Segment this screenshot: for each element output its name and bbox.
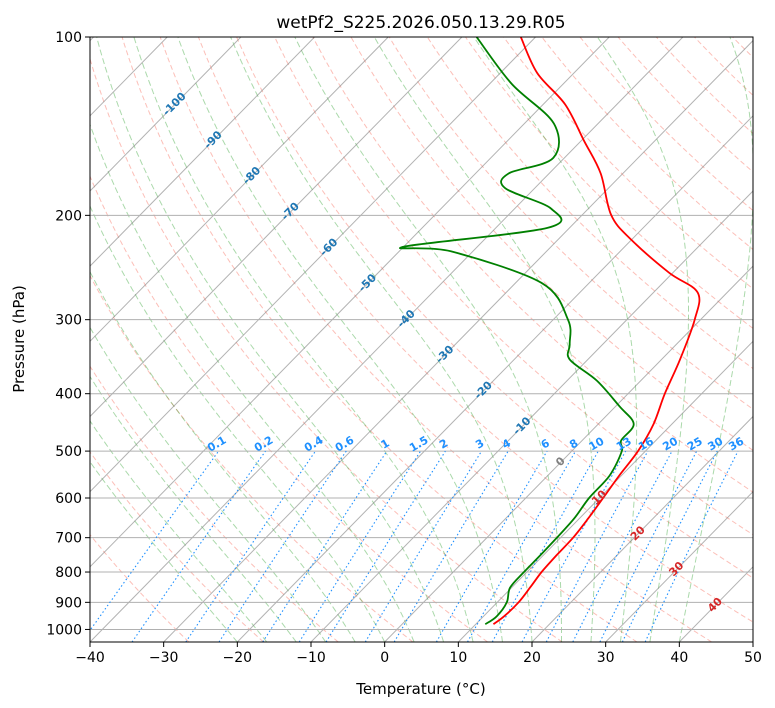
y-tick-label: 800	[55, 565, 82, 581]
isotherm-line	[236, 115, 753, 642]
moist-adiabat	[90, 204, 386, 642]
series-layer	[399, 37, 701, 625]
x-tick-label: 40	[670, 650, 688, 666]
dry-adiabat	[197, 37, 753, 623]
dry-adiabat	[236, 37, 753, 579]
x-tick-label: −40	[75, 650, 105, 666]
dry-adiabat	[90, 365, 339, 642]
isotherm-line	[384, 265, 753, 642]
isotherm-line	[163, 39, 753, 642]
x-tick-label: 10	[449, 650, 467, 666]
isotherm-line	[90, 37, 610, 568]
mixing-ratio-line	[491, 450, 599, 642]
y-tick-label: 1000	[46, 622, 82, 638]
moist-adiabat	[177, 37, 503, 642]
mixing-ratio-line	[218, 450, 347, 642]
dry-adiabat	[465, 37, 753, 329]
dry-adiabat	[90, 57, 563, 642]
dry-adiabat	[121, 37, 638, 642]
x-axis-title: Temperature (°C)	[355, 680, 485, 698]
x-tick-label: −10	[296, 650, 326, 666]
moist-adiabat	[90, 122, 415, 642]
moist-adiabat	[96, 37, 445, 642]
moist-adiabat	[678, 37, 753, 642]
isotherm-line	[457, 340, 753, 642]
isotherm-line	[90, 37, 536, 493]
mixing-ratio-line	[545, 450, 649, 642]
moist-adiabat	[133, 37, 474, 642]
moist-adiabat	[90, 420, 268, 642]
isotherm-line	[90, 37, 389, 343]
plot-frame	[89, 36, 754, 643]
moist-adiabat	[596, 37, 689, 642]
isotherm-line	[531, 415, 753, 642]
y-tick-label: 300	[55, 313, 82, 329]
y-tick-label: 400	[55, 387, 82, 403]
isotherm-line	[310, 190, 753, 642]
y-tick-label: 700	[55, 531, 82, 547]
chart-title: wetPf2_S225.2026.050.13.29.R05	[276, 13, 565, 33]
dry-adiabat	[90, 533, 190, 642]
y-axis-title: Pressure (hPa)	[10, 285, 28, 393]
moist-adiabat	[90, 375, 297, 642]
mixing-ratio-line	[621, 450, 718, 642]
x-tick-label: −20	[223, 650, 253, 666]
dry-adiabat	[159, 37, 712, 642]
temperature-profile	[492, 37, 701, 625]
dry-adiabat	[274, 37, 753, 536]
x-tick-label: 50	[744, 650, 762, 666]
y-tick-label: 100	[55, 30, 82, 46]
mixing-ratio-line	[599, 450, 698, 642]
moist-adiabat	[90, 326, 327, 642]
x-tick-label: 0	[380, 650, 389, 666]
moist-adiabat	[230, 37, 533, 642]
mixing-ratio-line	[521, 450, 627, 642]
isotherm-line	[90, 37, 242, 192]
background-lines	[90, 37, 753, 642]
y-tick-label: 200	[55, 208, 82, 224]
dry-adiabat	[579, 37, 753, 212]
dry-adiabat	[90, 174, 488, 642]
mixing-ratio-line	[131, 450, 266, 642]
dry-adiabat	[90, 274, 414, 642]
y-tick-label: 500	[55, 444, 82, 460]
dry-adiabat	[426, 37, 753, 370]
isotherm-line	[90, 37, 463, 418]
x-tick-label: 30	[597, 650, 615, 666]
x-axis: −40 −30 −20 −10 0 10 20 30 40 50	[75, 642, 762, 666]
mixing-ratio-line	[185, 450, 316, 642]
y-axis: 100 200 300 400 500 600 700 800 900 1000	[46, 30, 90, 638]
x-tick-label: 20	[523, 650, 541, 666]
y-tick-label: 600	[55, 491, 82, 507]
mixing-ratio-line	[467, 450, 577, 642]
moist-adiabat	[373, 37, 596, 642]
mixing-ratio-line	[90, 450, 220, 632]
isotherm-line	[90, 37, 684, 642]
y-tick-label: 900	[55, 595, 82, 611]
dry-adiabat	[388, 37, 753, 410]
mixing-ratio-line	[298, 450, 422, 642]
x-tick-label: −30	[149, 650, 179, 666]
mixing-ratio-line	[262, 450, 388, 642]
moist-adiabat	[90, 270, 356, 642]
mixing-ratio-line	[364, 450, 483, 642]
dry-adiabat	[541, 37, 753, 251]
isotherm-line	[90, 37, 315, 267]
dewpoint-profile	[399, 37, 635, 625]
dry-adiabat	[312, 37, 753, 493]
isotherm-line	[605, 490, 753, 642]
